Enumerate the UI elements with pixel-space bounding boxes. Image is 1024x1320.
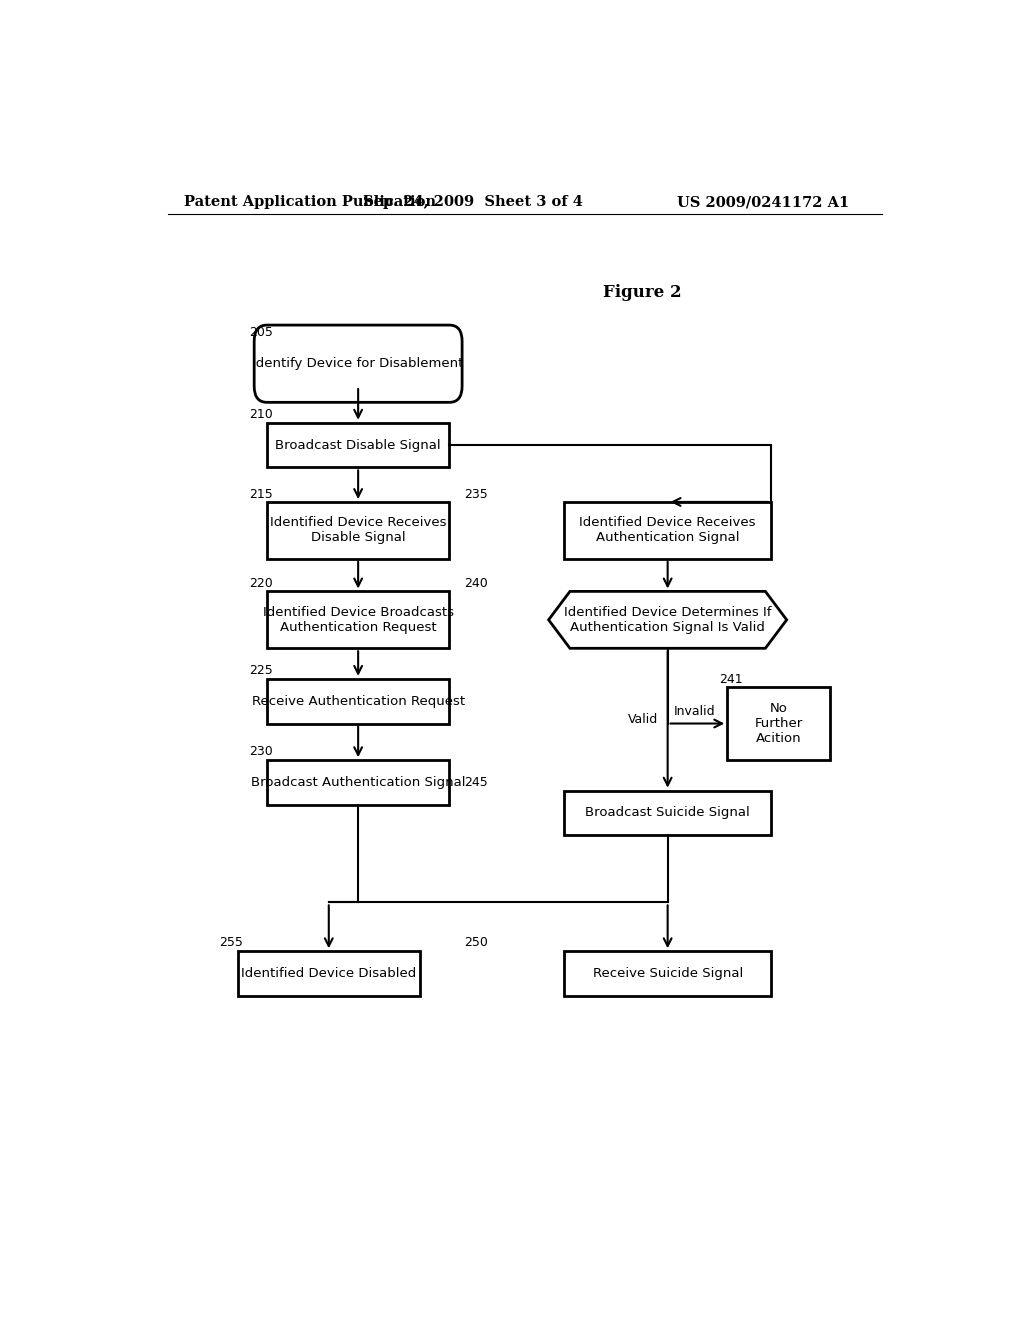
- Text: Figure 2: Figure 2: [603, 284, 682, 301]
- Bar: [267, 422, 450, 467]
- Text: 250: 250: [464, 936, 487, 949]
- Text: Broadcast Authentication Signal: Broadcast Authentication Signal: [251, 776, 465, 789]
- Bar: [267, 502, 450, 558]
- Text: Broadcast Suicide Signal: Broadcast Suicide Signal: [586, 807, 750, 820]
- Text: 230: 230: [249, 744, 272, 758]
- Text: Receive Suicide Signal: Receive Suicide Signal: [593, 968, 742, 979]
- Text: Sep. 24, 2009  Sheet 3 of 4: Sep. 24, 2009 Sheet 3 of 4: [364, 195, 583, 209]
- Text: 225: 225: [249, 664, 272, 677]
- Bar: [267, 591, 450, 648]
- Text: 241: 241: [719, 673, 742, 686]
- Text: 255: 255: [219, 936, 243, 949]
- Text: US 2009/0241172 A1: US 2009/0241172 A1: [677, 195, 849, 209]
- Text: 235: 235: [464, 488, 487, 500]
- Bar: [564, 791, 771, 836]
- Text: Identify Device for Disablement: Identify Device for Disablement: [253, 358, 464, 370]
- Text: Patent Application Publication: Patent Application Publication: [183, 195, 435, 209]
- Text: Identified Device Determines If
Authentication Signal Is Valid: Identified Device Determines If Authenti…: [564, 606, 771, 634]
- Text: Identified Device Disabled: Identified Device Disabled: [242, 968, 417, 979]
- Bar: [238, 952, 420, 995]
- Text: 220: 220: [249, 577, 272, 590]
- Text: 245: 245: [464, 776, 487, 788]
- Text: Broadcast Disable Signal: Broadcast Disable Signal: [275, 438, 441, 451]
- Text: 215: 215: [249, 488, 272, 500]
- Text: 205: 205: [249, 326, 272, 339]
- Text: Valid: Valid: [628, 713, 658, 726]
- Bar: [267, 678, 450, 723]
- Text: Receive Authentication Request: Receive Authentication Request: [252, 694, 465, 708]
- Text: Invalid: Invalid: [674, 705, 716, 718]
- Text: Identified Device Receives
Disable Signal: Identified Device Receives Disable Signa…: [270, 516, 446, 544]
- Text: Identified Device Broadcasts
Authentication Request: Identified Device Broadcasts Authenticat…: [262, 606, 454, 634]
- Polygon shape: [549, 591, 786, 648]
- Bar: [267, 760, 450, 805]
- Text: 210: 210: [249, 408, 272, 421]
- Text: 240: 240: [464, 577, 487, 590]
- Bar: [727, 686, 830, 760]
- Text: Identified Device Receives
Authentication Signal: Identified Device Receives Authenticatio…: [580, 516, 756, 544]
- Bar: [564, 952, 771, 995]
- FancyBboxPatch shape: [254, 325, 462, 403]
- Text: No
Further
Acition: No Further Acition: [755, 702, 803, 744]
- Bar: [564, 502, 771, 558]
